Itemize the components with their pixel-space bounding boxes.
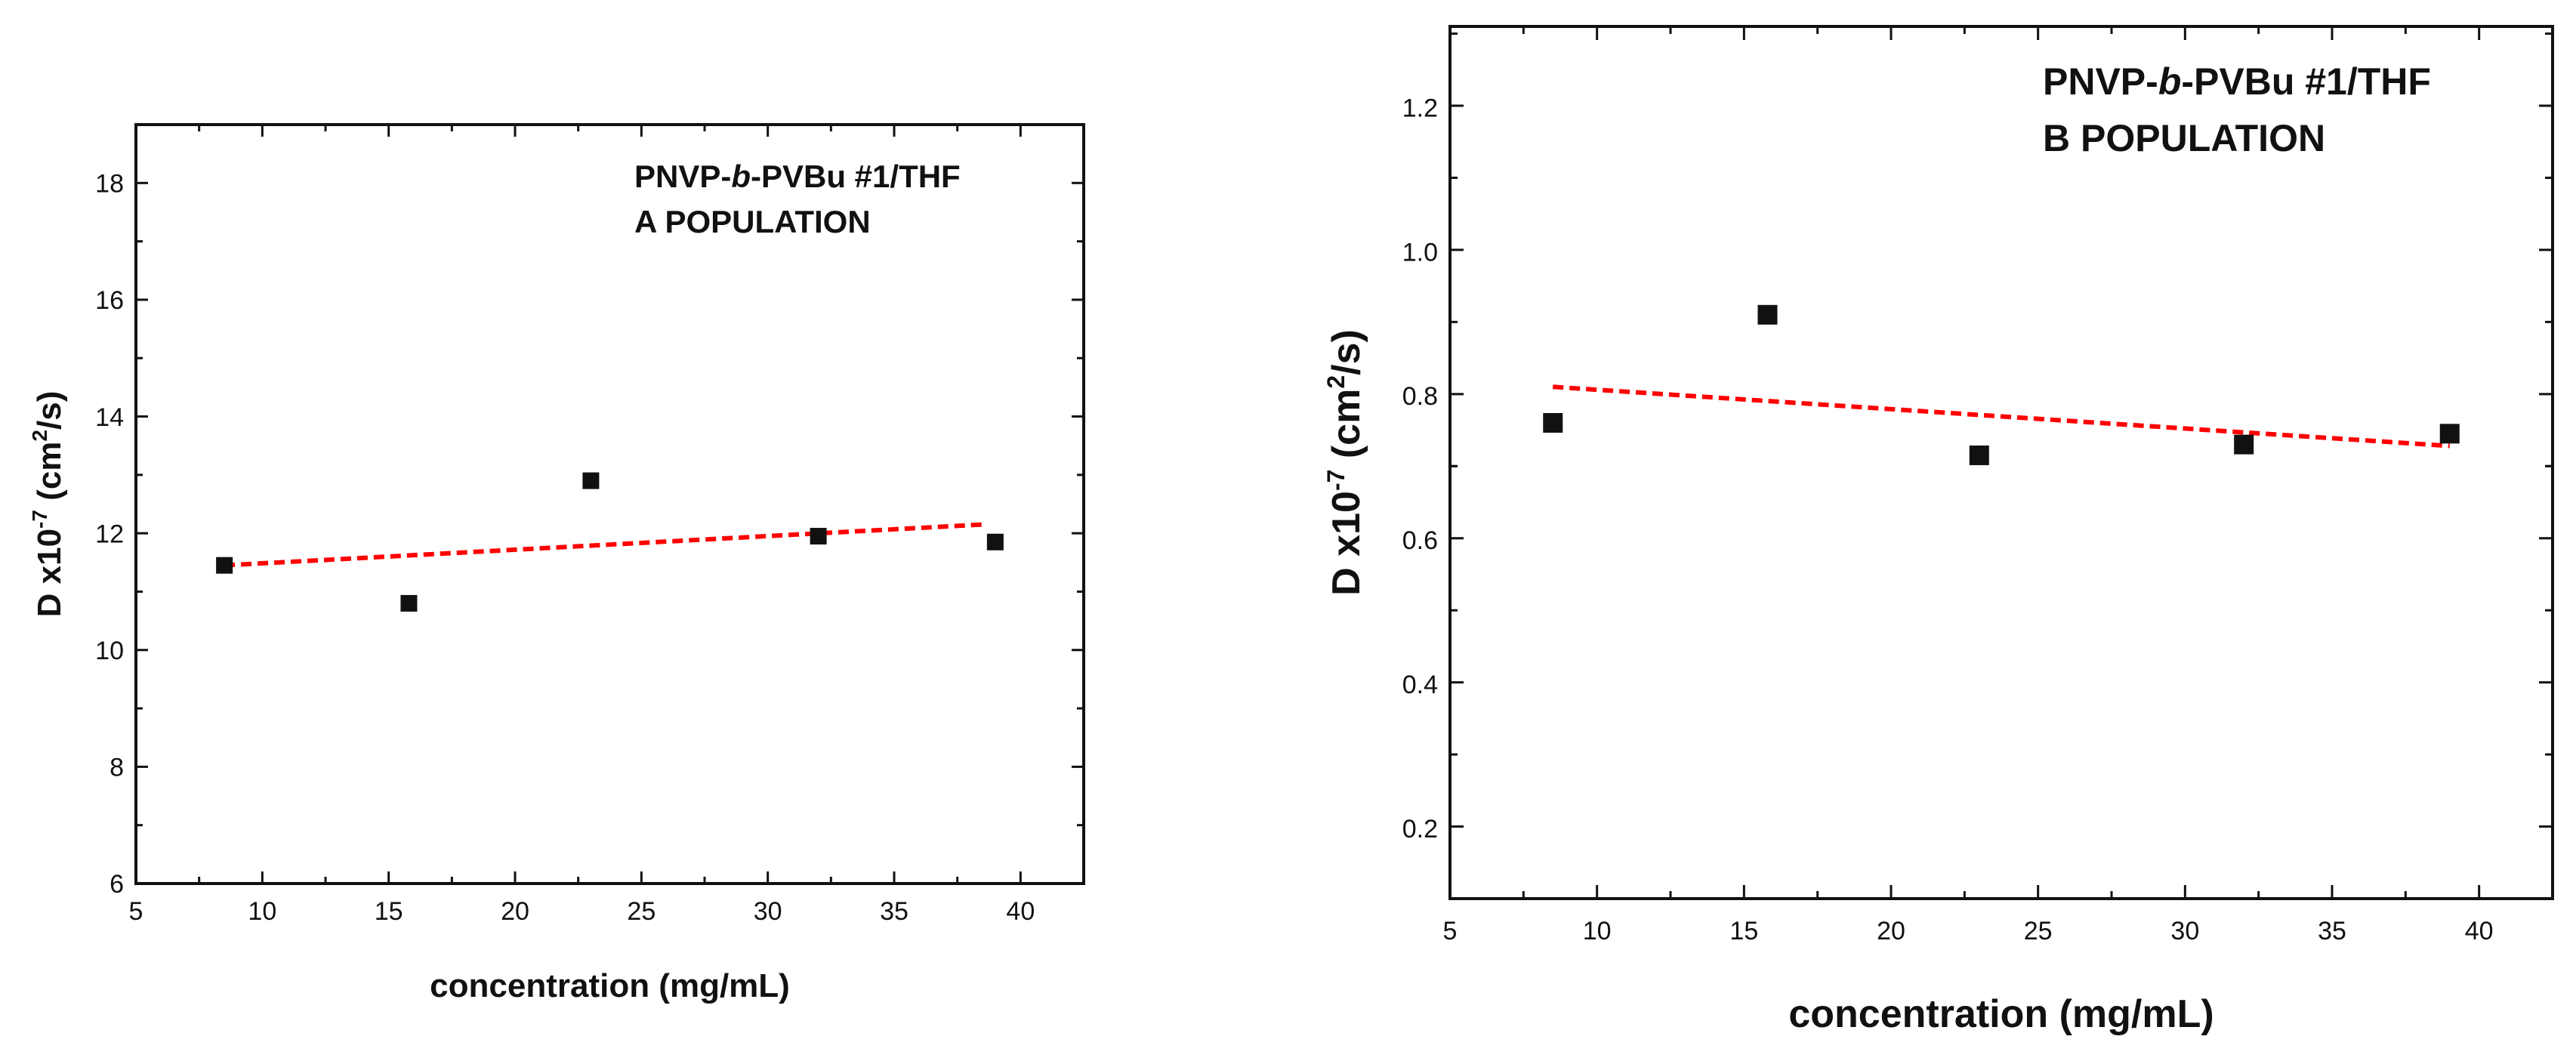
data-point <box>810 528 827 545</box>
data-point <box>1543 413 1563 433</box>
data-point <box>1969 445 1989 465</box>
fit-line <box>1553 384 2450 449</box>
panel-b: 5 10 15 20 25 30 35 40 0.2 0.4 0.6 0.8 1.0 1.2 PNVP-b… <box>1322 25 2554 1036</box>
x-tick-label: 5 <box>1443 917 1458 945</box>
y-tick-label: 10 <box>95 637 124 665</box>
x-tick-label: 25 <box>2024 917 2053 945</box>
x-tick-label: 10 <box>248 897 276 926</box>
x-tick-label: 40 <box>2465 917 2494 945</box>
x-tick-label: 15 <box>1729 917 1758 945</box>
x-tick-label: 20 <box>501 897 529 926</box>
annotation-line1-a: PNVP-b-PVBu #1/THF <box>634 159 961 194</box>
data-point <box>1757 304 1778 325</box>
fit-line-b <box>1553 384 2450 449</box>
plot-frame-a <box>134 123 1085 885</box>
data-points-a <box>216 472 1004 612</box>
data-points-b <box>1543 304 2460 465</box>
fit-line-a <box>224 522 983 568</box>
x-tick-label: 10 <box>1583 917 1612 945</box>
panel-a: 5 10 15 20 25 30 35 40 6 8 10 12 14 16 18 PNVP-b-PVBu … <box>28 123 1085 1004</box>
axis-ticks-b: 5 10 15 20 25 30 35 40 0.2 0.4 0.6 0.8 1.0 1.2 <box>1402 26 2553 945</box>
x-axis-label-b: concentration (mg/mL) <box>1788 992 2214 1036</box>
data-point <box>582 472 600 489</box>
x-axis-label-a: concentration (mg/mL) <box>430 967 790 1004</box>
x-tick-label: 20 <box>1877 917 1905 945</box>
annotation-line1-b: PNVP-b-PVBu #1/THF <box>2043 60 2431 103</box>
plot-frame-b <box>1448 25 2554 900</box>
x-tick-label: 40 <box>1006 897 1035 926</box>
y-tick-label: 18 <box>95 170 124 199</box>
fit-line <box>224 522 983 568</box>
y-axis-label-b: D x10-7 (cm2/s) <box>1322 329 1368 596</box>
y-tick-label: 0.2 <box>1402 815 1438 844</box>
data-point <box>400 594 418 612</box>
annotation-line2-b: B POPULATION <box>2043 117 2325 159</box>
y-tick-label: 0.6 <box>1402 526 1438 555</box>
x-tick-label: 25 <box>627 897 656 926</box>
y-tick-label: 0.4 <box>1402 671 1438 699</box>
y-tick-label: 14 <box>95 403 124 432</box>
x-tick-label: 30 <box>2170 917 2199 945</box>
data-point <box>2234 434 2254 455</box>
y-axis-label-a: D x10-7 (cm2/s) <box>28 391 68 618</box>
x-tick-label: 35 <box>2318 917 2346 945</box>
data-point <box>216 557 233 574</box>
y-tick-label: 1.2 <box>1402 94 1438 122</box>
axis-ticks-a: 5 10 15 20 25 30 35 40 6 8 10 12 14 16 18 <box>95 125 1084 926</box>
x-tick-label: 15 <box>375 897 403 926</box>
x-tick-label: 30 <box>754 897 782 926</box>
annotation-line2-a: A POPULATION <box>634 204 871 239</box>
x-tick-label: 35 <box>880 897 909 926</box>
data-point <box>2439 424 2460 444</box>
x-tick-label: 5 <box>129 897 143 926</box>
y-tick-label: 0.8 <box>1402 382 1438 411</box>
data-point <box>986 533 1004 551</box>
y-tick-label: 1.0 <box>1402 238 1438 267</box>
y-tick-label: 12 <box>95 520 124 548</box>
y-tick-label: 16 <box>95 286 124 315</box>
y-tick-label: 6 <box>110 870 124 899</box>
y-tick-label: 8 <box>110 754 124 782</box>
